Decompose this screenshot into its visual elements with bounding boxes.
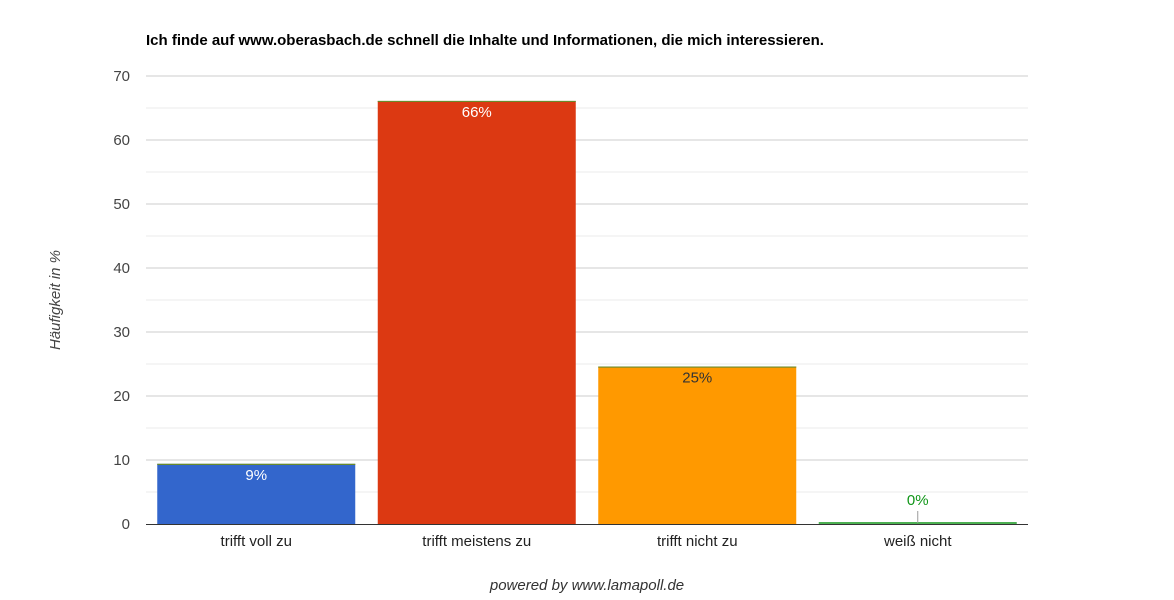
y-tick-label: 50 [113, 196, 130, 213]
x-axis-categories: trifft voll zu trifft meistens zu trifft n… [221, 533, 953, 550]
x-tick-label: trifft nicht zu [657, 533, 738, 550]
y-tick-label: 30 [113, 324, 130, 341]
y-tick-label: 70 [113, 68, 130, 85]
gridlines [146, 75, 1028, 493]
data-label: 9% [245, 467, 267, 484]
data-label: 0% [907, 492, 929, 509]
powered-by-footer: powered by www.lamapoll.de [489, 577, 684, 594]
x-tick-label: trifft voll zu [221, 533, 292, 550]
data-label: 66% [462, 104, 492, 121]
bars [157, 100, 1017, 525]
y-tick-label: 60 [113, 132, 130, 149]
y-tick-label: 40 [113, 260, 130, 277]
y-tick-label: 20 [113, 388, 130, 405]
y-tick-label: 10 [113, 452, 130, 469]
x-tick-label: weiß nicht [883, 533, 952, 550]
data-labels: 9% 66% 25% 0% [245, 104, 928, 509]
data-label: 25% [682, 370, 712, 387]
chart-title: Ich finde auf www.oberasbach.de schnell … [146, 32, 824, 49]
x-tick-label: trifft meistens zu [422, 533, 531, 550]
bar [598, 366, 797, 524]
y-axis-ticks: 0 10 20 30 40 50 60 70 [113, 68, 130, 533]
y-tick-label: 0 [122, 516, 130, 533]
y-axis-label: Häufigkeit in % [47, 250, 64, 350]
bar [377, 100, 576, 525]
bar [157, 463, 356, 524]
